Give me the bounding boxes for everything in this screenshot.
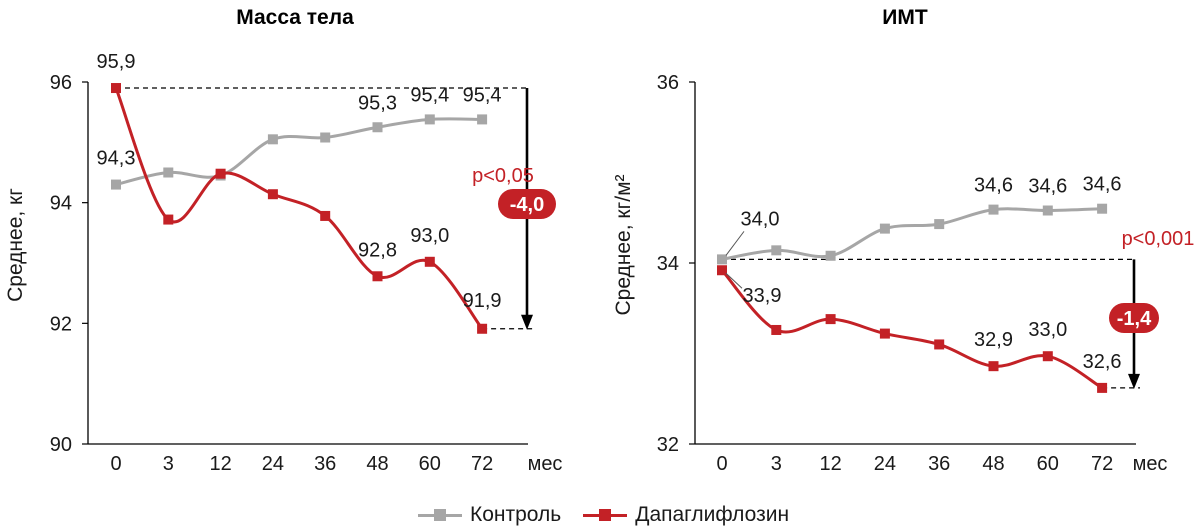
chart-2-x-tick-label: 3 bbox=[771, 453, 782, 475]
chart-2-point-dapagliflozin bbox=[988, 361, 999, 372]
chart-1-delta-arrow-head bbox=[521, 314, 533, 330]
chart-1-x-tick-label: 12 bbox=[209, 453, 231, 475]
chart-2-title: ИМТ bbox=[882, 6, 928, 29]
chart-2-x-tick-label: 48 bbox=[982, 453, 1004, 475]
chart-1-data-label-dapagliflozin: 91,9 bbox=[463, 290, 502, 312]
chart-2-x-unit-label: мес bbox=[1133, 453, 1168, 475]
legend: Контроль Дапаглифлозин bbox=[418, 500, 789, 530]
chart-2-x-tick-label: 36 bbox=[928, 453, 950, 475]
chart-2-point-dapagliflozin bbox=[717, 265, 727, 276]
chart-2-point-control bbox=[771, 245, 782, 256]
chart-2-point-control bbox=[825, 250, 836, 261]
chart-1-point-dapagliflozin bbox=[477, 323, 488, 334]
chart-1-y-axis-label: Среднее, кг bbox=[4, 188, 27, 302]
chart-1-point-dapagliflozin bbox=[215, 168, 226, 179]
chart-1-line-control bbox=[115, 117, 483, 187]
chart-1-point-control bbox=[372, 122, 383, 133]
chart-1-title: Масса тела bbox=[236, 6, 354, 29]
legend-swatch-dapagliflozin bbox=[583, 505, 628, 525]
chart-1-x-tick-label: 3 bbox=[163, 453, 174, 475]
legend-label-control: Контроль bbox=[470, 503, 562, 526]
chart-1-x-tick-label: 48 bbox=[366, 453, 388, 475]
legend-marker-control bbox=[434, 509, 446, 521]
chart-1-data-label-dapagliflozin: 93,0 bbox=[410, 225, 449, 247]
chart-1-y-tick-label: 96 bbox=[50, 72, 72, 94]
chart-2-x-tick-label: 60 bbox=[1037, 453, 1059, 475]
chart-2-x-tick-label: 72 bbox=[1091, 453, 1113, 475]
chart-2-y-axis-label: Среднее, кг/м² bbox=[612, 174, 635, 315]
chart-1-data-label-control: 95,4 bbox=[410, 84, 449, 106]
chart-2-data-label-control: 34,0 bbox=[741, 208, 780, 230]
chart-1-x-tick-label: 72 bbox=[471, 453, 493, 475]
chart-1-point-dapagliflozin bbox=[424, 256, 435, 267]
chart-1-x-tick-label: 24 bbox=[262, 453, 284, 475]
chart-2-leader-dapagliflozin bbox=[725, 272, 743, 289]
chart-2-point-control bbox=[1042, 205, 1053, 216]
chart-2-delta-arrow-head bbox=[1128, 373, 1140, 389]
chart-2-p-value: p<0,001 bbox=[1122, 228, 1195, 250]
chart-1-data-label-dapagliflozin: 92,8 bbox=[358, 239, 397, 261]
legend-marker-dapagliflozin bbox=[599, 509, 612, 521]
chart-1-delta-badge bbox=[498, 189, 556, 219]
legend-item-control: Контроль bbox=[418, 503, 561, 527]
chart-2-data-label-dapagliflozin: 32,9 bbox=[974, 329, 1013, 351]
chart-2-data-label-control: 34,6 bbox=[1083, 174, 1122, 196]
chart-2-point-dapagliflozin bbox=[825, 314, 836, 325]
chart-1-delta-badge-label: -4,0 bbox=[510, 194, 544, 216]
chart-1-y-tick-label: 92 bbox=[50, 313, 72, 335]
chart-2-point-dapagliflozin bbox=[771, 324, 782, 335]
chart-2-leader-control bbox=[725, 231, 745, 256]
chart-2-y-tick-label: 32 bbox=[657, 434, 679, 456]
chart-2-data-label-dapagliflozin: 33,9 bbox=[743, 285, 782, 307]
chart-2-point-control bbox=[988, 204, 999, 215]
chart-1-point-dapagliflozin bbox=[320, 210, 331, 221]
chart-1-point-dapagliflozin bbox=[372, 271, 383, 282]
legend-swatch-control bbox=[418, 505, 462, 525]
chart-2-point-dapagliflozin bbox=[1097, 382, 1108, 393]
chart-1-point-dapagliflozin bbox=[163, 214, 174, 225]
chart-1-x-unit-label: мес bbox=[528, 453, 563, 475]
chart-2-y-tick-label: 36 bbox=[657, 72, 679, 94]
chart-2-point-dapagliflozin bbox=[934, 339, 945, 350]
chart-2-delta-badge bbox=[1109, 303, 1159, 333]
chart-2-point-control bbox=[879, 223, 890, 234]
chart-1-point-control bbox=[267, 134, 278, 145]
chart-1-y-tick-label: 90 bbox=[50, 434, 72, 456]
chart-1-point-control bbox=[477, 114, 488, 125]
chart-1-point-dapagliflozin bbox=[267, 189, 278, 200]
chart-2-point-control bbox=[1097, 203, 1108, 214]
chart-1-data-label-control: 95,4 bbox=[463, 84, 502, 106]
chart-1-data-label-dapagliflozin: 95,9 bbox=[97, 51, 136, 73]
chart-2-point-dapagliflozin bbox=[1042, 351, 1053, 362]
chart-2-data-label-control: 34,6 bbox=[974, 175, 1013, 197]
chart-2-x-tick-label: 0 bbox=[716, 453, 727, 475]
chart-1-point-control bbox=[163, 167, 174, 178]
chart-2-data-label-dapagliflozin: 33,0 bbox=[1028, 319, 1067, 341]
chart-2-data-label-control: 34,6 bbox=[1028, 176, 1067, 198]
chart-1-point-dapagliflozin bbox=[111, 83, 121, 94]
chart-1-p-value: p<0,05 bbox=[472, 165, 534, 187]
legend-label-dapagliflozin: Дапаглифлозин bbox=[635, 503, 790, 526]
chart-1-y-tick-label: 94 bbox=[50, 193, 72, 215]
chart-1-x-tick-label: 0 bbox=[110, 453, 121, 475]
chart-2-point-dapagliflozin bbox=[879, 328, 890, 339]
chart-1-x-tick-label: 60 bbox=[419, 453, 441, 475]
legend-item-dapagliflozin: Дапаглифлозин bbox=[583, 503, 789, 527]
chart-2-point-control bbox=[717, 254, 727, 265]
chart-2-point-control bbox=[934, 219, 945, 230]
chart-1-point-control bbox=[111, 179, 121, 190]
chart-1-point-control bbox=[320, 132, 331, 143]
chart-2-y-tick-label: 34 bbox=[657, 253, 679, 275]
chart-1-data-label-control: 94,3 bbox=[97, 148, 136, 170]
chart-1-data-label-control: 95,3 bbox=[358, 92, 397, 114]
charts-canvas: Масса тела 90 92 94 96 0 3 12 24 36 48 60 72 мес Средн… bbox=[4, 6, 1195, 475]
chart-2-data-label-dapagliflozin: 32,6 bbox=[1083, 351, 1122, 373]
chart-1-point-control bbox=[424, 114, 435, 125]
chart-2-x-tick-label: 12 bbox=[819, 453, 841, 475]
chart-1-x-tick-label: 36 bbox=[314, 453, 336, 475]
chart-2-x-tick-label: 24 bbox=[874, 453, 896, 475]
chart-2-delta-badge-label: -1,4 bbox=[1117, 308, 1152, 330]
